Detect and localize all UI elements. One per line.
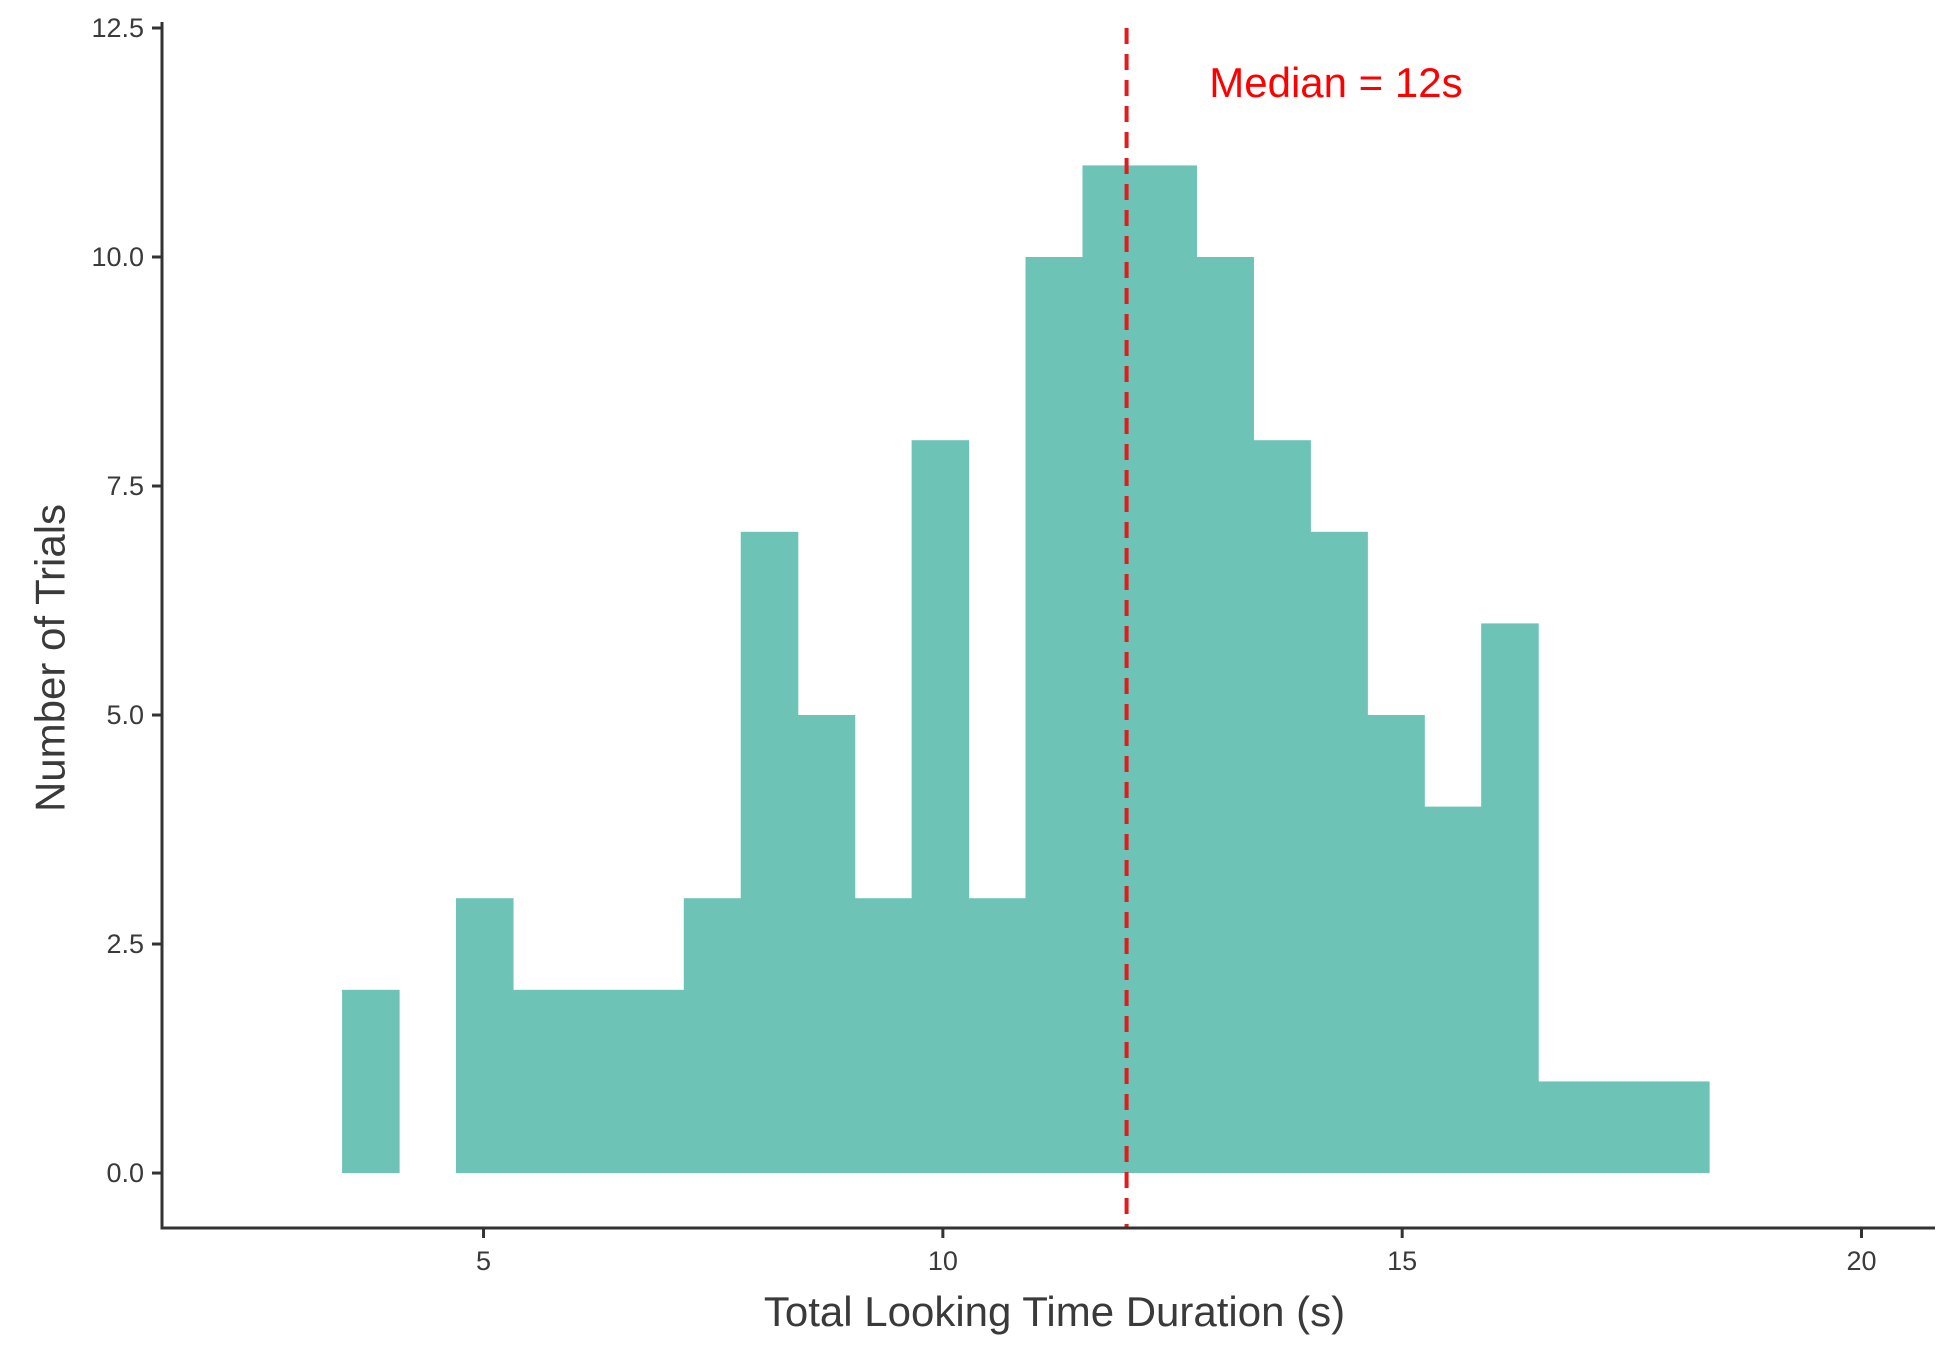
x-tick-label-2: 15 <box>1387 1246 1417 1276</box>
histogram-bar-23 <box>1652 1081 1710 1174</box>
histogram-bar-8 <box>797 715 856 1174</box>
histogram-bar-13 <box>1082 165 1141 1174</box>
histogram-bar-16 <box>1253 440 1311 1174</box>
histogram-bar-20 <box>1481 623 1539 1174</box>
histogram-bar-4 <box>569 989 628 1174</box>
histogram-bar-15 <box>1196 257 1254 1174</box>
histogram-bar-7 <box>740 531 799 1174</box>
y-tick-label-1: 2.5 <box>106 929 144 959</box>
y-tick-label-5: 12.5 <box>91 13 144 43</box>
x-tick-label-0: 5 <box>476 1246 491 1276</box>
histogram-bar-19 <box>1424 806 1482 1174</box>
histogram-bar-22 <box>1595 1081 1653 1174</box>
y-tick-label-2: 5.0 <box>106 700 144 730</box>
histogram-bar-6 <box>683 898 742 1174</box>
histogram-bar-21 <box>1538 1081 1596 1174</box>
labels-group: Median = 12s Total Looking Time Duration… <box>27 59 1463 1335</box>
histogram-bar-12 <box>1025 257 1084 1174</box>
y-tick-label-3: 7.5 <box>106 471 144 501</box>
histogram-bar-18 <box>1367 715 1425 1174</box>
histogram-bar-9 <box>854 898 913 1174</box>
histogram-bar-14 <box>1139 165 1198 1174</box>
axes-group: 0.0 2.5 5.0 7.5 10.0 12.5 5 10 15 20 <box>91 13 1935 1276</box>
y-tick-label-0: 0.0 <box>106 1158 144 1188</box>
median-annotation: Median = 12s <box>1209 59 1462 106</box>
histogram-bar-5 <box>626 989 685 1174</box>
histogram-bar-17 <box>1310 531 1368 1174</box>
y-tick-label-4: 10.0 <box>91 242 144 272</box>
bars-group <box>342 165 1710 1174</box>
histogram-bar-11 <box>968 898 1027 1174</box>
x-tick-label-3: 20 <box>1846 1246 1876 1276</box>
histogram-bar-2 <box>455 898 514 1174</box>
y-axis-title: Number of Trials <box>27 504 74 812</box>
histogram-bar-10 <box>911 440 970 1174</box>
x-tick-label-1: 10 <box>928 1246 958 1276</box>
x-axis-title: Total Looking Time Duration (s) <box>764 1288 1345 1335</box>
histogram-bar-0 <box>342 989 400 1174</box>
histogram-bar-3 <box>512 989 571 1174</box>
